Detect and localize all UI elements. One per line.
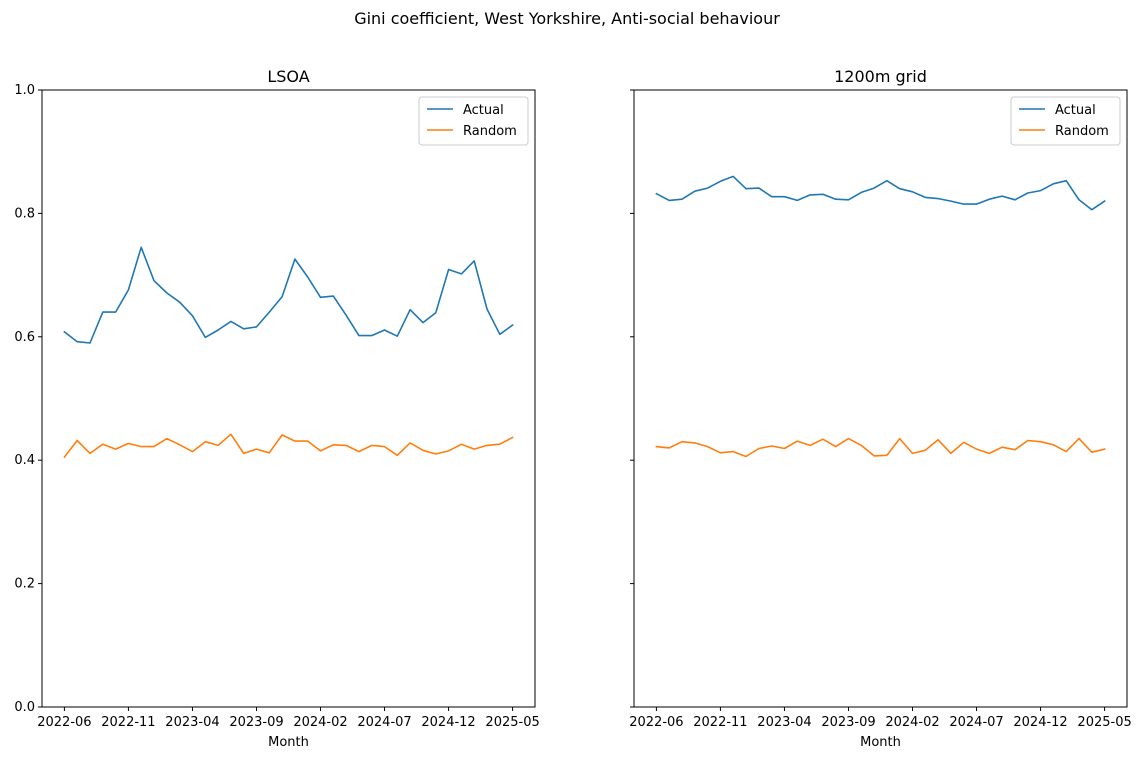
y-tick-label: 0.8: [14, 206, 35, 221]
x-tick-label: 2022-06: [629, 715, 683, 730]
x-tick-label: 2024-12: [421, 715, 475, 730]
y-tick-label: 0.4: [14, 453, 35, 468]
panel-title: LSOA: [267, 67, 309, 86]
x-axis-label: Month: [860, 735, 901, 750]
x-tick-label: 2022-11: [693, 715, 747, 730]
x-axis-label: Month: [268, 735, 309, 750]
legend-label: Actual: [463, 103, 504, 118]
y-tick-label: 0.2: [14, 577, 35, 592]
x-tick-label: 2023-04: [165, 715, 219, 730]
y-tick-label: 0.6: [14, 330, 35, 345]
y-tick-label: 0.0: [14, 700, 35, 715]
x-tick-label: 2022-06: [37, 715, 91, 730]
x-tick-label: 2023-09: [821, 715, 875, 730]
y-tick-label: 1.0: [14, 83, 35, 98]
x-tick-label: 2024-12: [1013, 715, 1067, 730]
x-tick-label: 2023-09: [229, 715, 283, 730]
x-tick-label: 2024-07: [949, 715, 1003, 730]
x-tick-label: 2023-04: [757, 715, 811, 730]
panel-title: 1200m grid: [834, 67, 927, 86]
x-tick-label: 2025-05: [485, 715, 539, 730]
x-tick-label: 2024-07: [357, 715, 411, 730]
x-tick-label: 2025-05: [1077, 715, 1131, 730]
x-tick-label: 2024-02: [885, 715, 939, 730]
x-tick-label: 2024-02: [293, 715, 347, 730]
x-tick-label: 2022-11: [101, 715, 155, 730]
legend-label: Random: [1055, 124, 1109, 139]
legend-label: Actual: [1055, 103, 1096, 118]
figure-title: Gini coefficient, West Yorkshire, Anti-s…: [354, 9, 780, 28]
legend-label: Random: [463, 124, 517, 139]
